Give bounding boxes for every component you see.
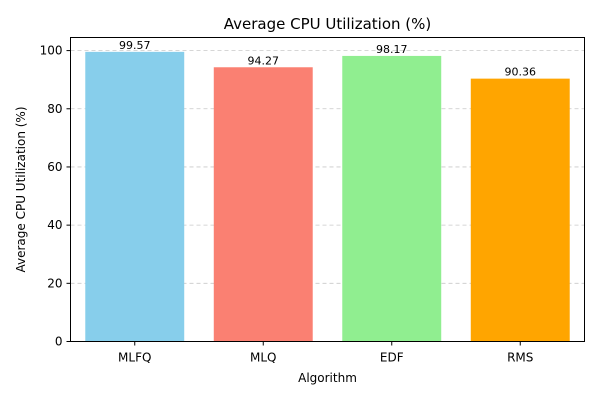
plot-frame [70, 37, 585, 342]
bar-value-label: 94.27 [248, 54, 280, 67]
x-axis-ticks: MLFQ MLQ EDF RMS [118, 341, 533, 365]
y-tick-label: 20 [47, 276, 62, 290]
x-tick-label: MLFQ [118, 351, 151, 365]
x-tick-label: MLQ [250, 351, 276, 365]
chart-title: Average CPU Utilization (%) [224, 15, 432, 33]
x-axis-label: Algorithm [298, 371, 357, 385]
bar-value-labels: 99.57 94.27 98.17 90.36 [119, 39, 536, 79]
bar-value-label: 90.36 [505, 66, 537, 79]
x-tick-label: EDF [380, 351, 404, 365]
y-axis-label: Average CPU Utilization (%) [14, 106, 28, 272]
y-axis-ticks: 0 20 40 60 80 100 [40, 44, 71, 349]
bars [85, 51, 570, 342]
bar-value-label: 99.57 [119, 39, 151, 52]
bar-edf [342, 55, 442, 342]
y-tick-label: 0 [55, 335, 63, 349]
y-tick-label: 40 [47, 218, 62, 232]
y-tick-label: 100 [40, 44, 63, 58]
x-tick-label: RMS [507, 351, 533, 365]
bar-rms [470, 78, 570, 342]
bar-value-label: 98.17 [376, 43, 408, 56]
bar-mlq [213, 67, 313, 342]
y-tick-label: 60 [47, 160, 62, 174]
bar-mlfq [85, 51, 185, 342]
y-tick-label: 80 [47, 102, 62, 116]
